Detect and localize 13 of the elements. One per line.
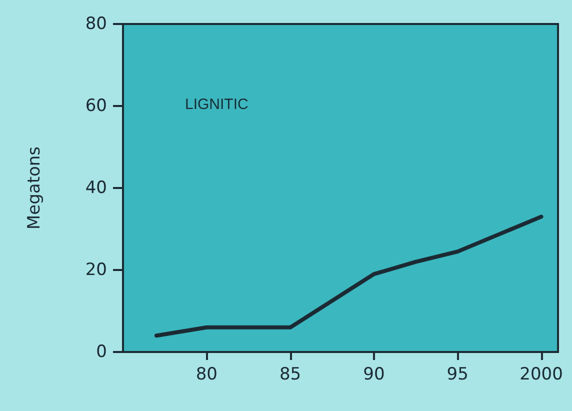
y-tick-label: 20 (85, 260, 107, 280)
x-tick-label: 85 (279, 364, 302, 384)
y-tick-label: 60 (85, 96, 107, 116)
y-tick-label: 40 (85, 178, 107, 198)
x-tick-label: 2000 (520, 364, 563, 384)
y-axis-title: Megatons (24, 146, 44, 230)
line-series (154, 214, 544, 338)
y-tick-label: 80 (85, 14, 107, 34)
x-tick-label: 95 (446, 364, 468, 384)
x-tick-label: 90 (363, 364, 385, 384)
x-tick-label: 80 (196, 364, 218, 384)
y-tick-label: 0 (96, 342, 107, 362)
text: LIGNITIC (185, 96, 249, 113)
